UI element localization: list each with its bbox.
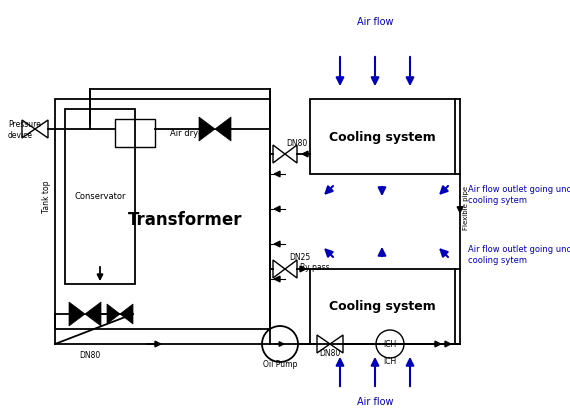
Text: Conservator: Conservator [74, 192, 126, 201]
Bar [65, 110, 135, 284]
Text: Air flow outlet going under
cooling sytem: Air flow outlet going under cooling syte… [468, 245, 570, 264]
Text: Cooling system: Cooling system [329, 300, 435, 313]
Text: DN80: DN80 [319, 348, 341, 357]
Text: Air flow: Air flow [357, 396, 393, 406]
Polygon shape [330, 335, 343, 353]
Polygon shape [285, 146, 297, 164]
Polygon shape [199, 118, 215, 142]
Polygon shape [273, 261, 285, 278]
Text: Cooling system: Cooling system [329, 130, 435, 143]
Text: Oil Pump: Oil Pump [263, 360, 297, 369]
Text: Tank top: Tank top [42, 180, 51, 213]
Bar [310, 100, 455, 175]
Text: ICH: ICH [384, 339, 397, 348]
Text: DN25: DN25 [290, 253, 311, 262]
Text: DN80: DN80 [286, 138, 308, 147]
Polygon shape [317, 335, 330, 353]
Polygon shape [22, 121, 35, 139]
Text: Transformer: Transformer [128, 211, 242, 229]
Bar [115, 120, 155, 148]
Bar [55, 100, 270, 329]
Polygon shape [69, 302, 85, 326]
Text: Air dryer: Air dryer [170, 129, 207, 138]
Text: Flexible pipe: Flexible pipe [463, 186, 469, 229]
Polygon shape [35, 121, 48, 139]
Polygon shape [285, 261, 297, 278]
Polygon shape [107, 304, 120, 324]
Polygon shape [215, 118, 231, 142]
Text: Air flow: Air flow [357, 17, 393, 27]
Polygon shape [120, 304, 133, 324]
Polygon shape [85, 302, 101, 326]
Text: By pass: By pass [300, 262, 329, 271]
Text: Pressure
device: Pressure device [8, 120, 41, 139]
Text: Air flow outlet going under
cooling sytem: Air flow outlet going under cooling syte… [468, 185, 570, 204]
Polygon shape [273, 146, 285, 164]
Bar [310, 270, 455, 344]
Text: ICH: ICH [384, 357, 397, 366]
Text: DN80: DN80 [79, 351, 101, 360]
